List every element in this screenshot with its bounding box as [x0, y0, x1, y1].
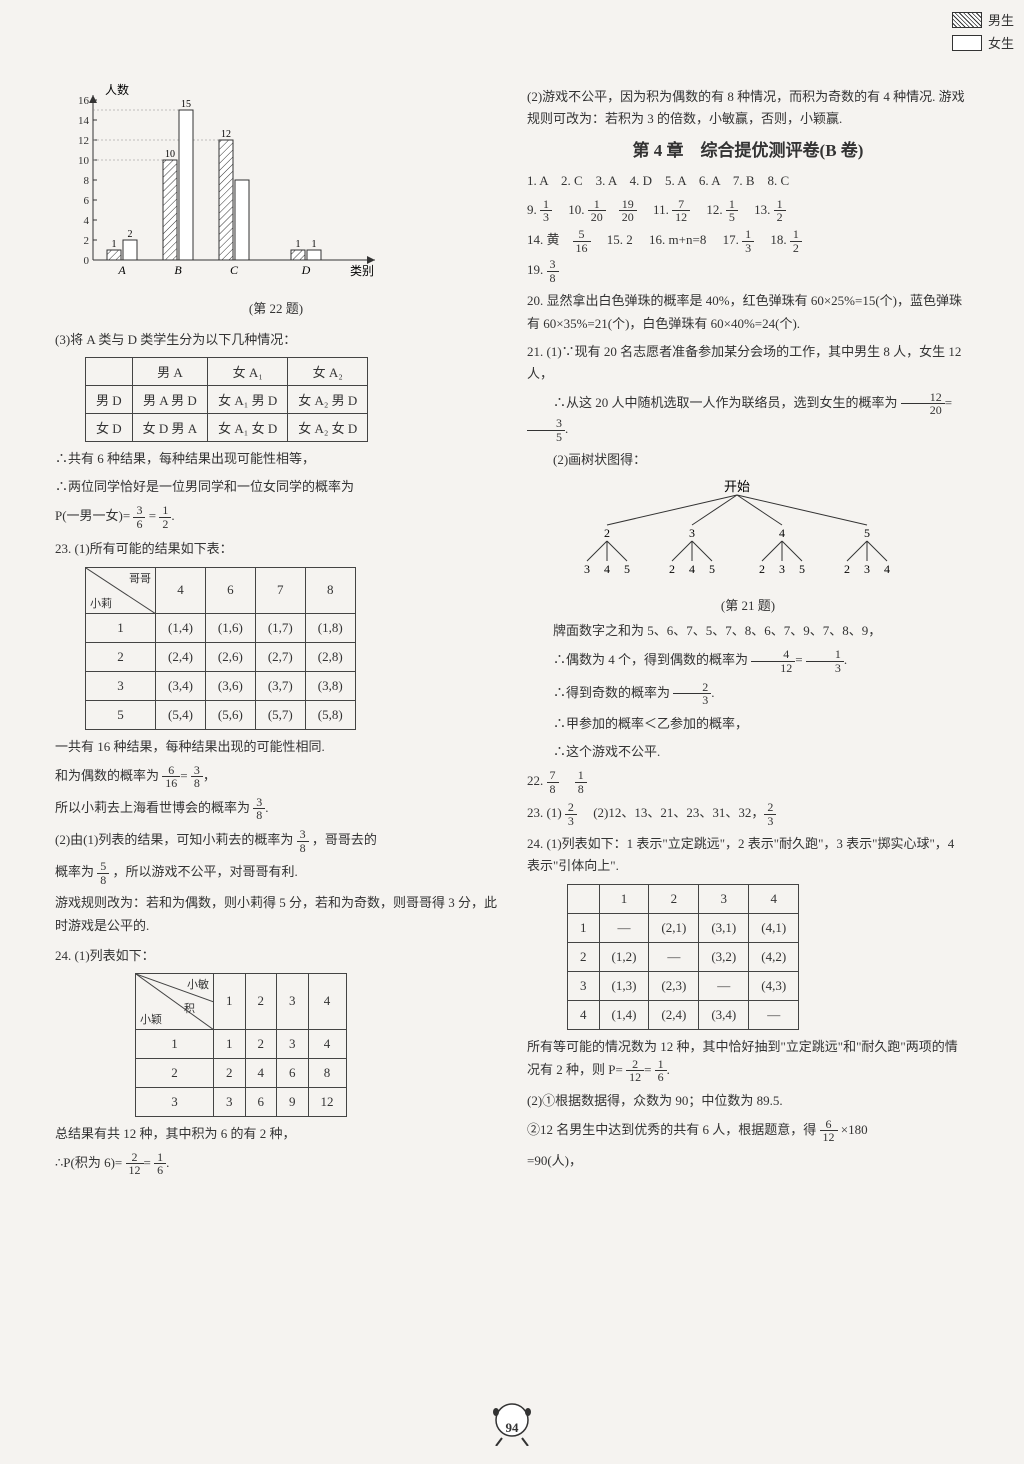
svg-text:1: 1: [296, 239, 301, 250]
q23-label: 23. (1)所有可能的结果如下表：: [55, 538, 497, 560]
legend-female: 女生: [988, 33, 1014, 52]
q22-part3: (3)将 A 类与 D 类学生分为以下几种情况：: [55, 329, 497, 351]
legend-male: 男生: [988, 10, 1014, 29]
svg-text:1: 1: [112, 239, 117, 250]
q21-6: ∴得到奇数的概率为 23.: [527, 681, 969, 707]
fill-row-3: 19. 38: [527, 258, 969, 284]
q24R-intro: 24. (1)列表如下：1 表示"立定跳远"，2 表示"耐久跑"，3 表示"掷实…: [527, 833, 969, 877]
svg-text:0: 0: [84, 255, 90, 267]
q24L-line-b: ∴P(积为 6)= 212= 16.: [55, 1151, 497, 1177]
svg-text:5: 5: [799, 562, 805, 576]
q21-5: ∴偶数为 4 个，得到偶数的概率为 412= 13.: [527, 648, 969, 674]
svg-text:16: 16: [78, 95, 90, 107]
svg-text:6: 6: [84, 195, 90, 207]
q21-2: ∴从这 20 人中随机选取一人作为联络员，选到女生的概率为 1220= 35.: [527, 391, 969, 443]
chart-svg: 0 2 4 6 8 10 12 14 16: [55, 80, 415, 290]
q22-line-b: ∴两位同学恰好是一位男同学和一位女同学的概率为: [55, 476, 497, 498]
svg-text:5: 5: [864, 526, 870, 540]
q20: 20. 显然拿出白色弹珠的概率是 40%，红色弹珠有 60×25%=15(个)，…: [527, 290, 969, 334]
q24R-table: 1234 1—(2,1)(3,1)(4,1) 2(1,2)—(3,2)(4,2)…: [567, 884, 799, 1030]
svg-text:开始: 开始: [724, 479, 750, 494]
svg-text:12: 12: [78, 135, 89, 147]
svg-text:D: D: [301, 263, 311, 277]
svg-text:C: C: [230, 263, 239, 277]
svg-text:A: A: [117, 263, 126, 277]
q22-line-a: ∴共有 6 种结果，每种结果出现可能性相等，: [55, 448, 497, 470]
q24R-a: 所有等可能的情况数为 12 种，其中恰好抽到"立定跳远"和"耐久跑"两项的情况有…: [527, 1036, 969, 1084]
svg-text:4: 4: [604, 562, 610, 576]
svg-text:B: B: [174, 263, 182, 277]
svg-text:10: 10: [78, 155, 90, 167]
svg-text:15: 15: [181, 99, 191, 110]
svg-text:4: 4: [689, 562, 695, 576]
svg-text:5: 5: [624, 562, 630, 576]
svg-text:2: 2: [669, 562, 675, 576]
q24L-label: 24. (1)列表如下：: [55, 945, 497, 967]
svg-text:4: 4: [884, 562, 890, 576]
svg-text:2: 2: [128, 229, 133, 240]
svg-text:2: 2: [84, 235, 90, 247]
q24R-b: (2)①根据数据得，众数为 90；中位数为 89.5.: [527, 1090, 969, 1112]
svg-text:类别: 类别: [350, 264, 374, 278]
chart-caption: (第 22 题): [55, 298, 497, 317]
q21-4: 牌面数字之和为 5、6、7、5、7、8、6、7、9、7、8、9，: [527, 620, 969, 642]
q23-line-c: 所以小莉去上海看世博会的概率为 38.: [55, 796, 497, 822]
q24R-c: ②12 名男生中达到优秀的共有 6 人，根据题意，得 612 ×180: [527, 1118, 969, 1144]
q22-prob: P(一男一女)= 36 = 12.: [55, 504, 497, 530]
svg-text:14: 14: [78, 115, 90, 127]
svg-text:5: 5: [709, 562, 715, 576]
svg-text:人数: 人数: [105, 82, 129, 97]
svg-text:4: 4: [779, 526, 785, 540]
q24L-table: 小敏 积 小颖 1234 11234 22468 336912: [135, 973, 347, 1117]
bar-chart: 0 2 4 6 8 10 12 14 16: [55, 80, 497, 317]
q23-line-a: 一共有 16 种结果，每种结果出现的可能性相同.: [55, 736, 497, 758]
chapter-title: 第 4 章 综合提优测评卷(B 卷): [527, 136, 969, 161]
mc-answers: 1. A 2. C 3. A 4. D 5. A 6. A 7. B 8. C: [527, 169, 969, 194]
svg-text:3: 3: [584, 562, 590, 576]
svg-text:2: 2: [759, 562, 765, 576]
tree-caption: (第 21 题): [527, 595, 969, 614]
q22R: 22. 78 18: [527, 769, 969, 795]
q23R: 23. (1) 23 (2)12、13、21、23、31、32，23: [527, 801, 969, 827]
svg-text:3: 3: [689, 526, 695, 540]
q21-3: (2)画树状图得：: [527, 449, 969, 471]
svg-text:2: 2: [844, 562, 850, 576]
q24L-line-a: 总结果有共 12 种，其中积为 6 的有 2 种，: [55, 1123, 497, 1145]
right-intro: (2)游戏不公平，因为积为偶数的有 8 种情况，而积为奇数的有 4 种情况. 游…: [527, 86, 969, 130]
svg-text:3: 3: [779, 562, 785, 576]
right-column: (2)游戏不公平，因为积为偶数的有 8 种情况，而积为奇数的有 4 种情况. 游…: [527, 80, 969, 1183]
fill-row-1: 9. 13 10. 120 1920 11. 712 12. 15 13. 12: [527, 198, 969, 224]
q21-7: ∴甲参加的概率＜乙参加的概率，: [527, 713, 969, 735]
svg-text:2: 2: [604, 526, 610, 540]
chart-legend: 男生 女生: [952, 10, 1014, 56]
q23-line-e: 概率为 58 ，所以游戏不公平，对哥哥有利.: [55, 860, 497, 886]
q24R-d: =90(人)，: [527, 1150, 969, 1172]
fill-row-2: 14. 黄 516 15. 2 16. m+n=8 17. 13 18. 12: [527, 228, 969, 254]
q21-1: 21. (1)∵现有 20 名志愿者准备参加某分会场的工作，其中男生 8 人，女…: [527, 341, 969, 385]
svg-text:8: 8: [84, 175, 90, 187]
q21-8: ∴这个游戏不公平.: [527, 741, 969, 763]
q22-table: 男 A 女 A₁ 女 A₂ 男 D男 A 男 D女 A₁ 男 D女 A₂ 男 D…: [85, 357, 368, 442]
q23-line-f: 游戏规则改为：若和为偶数，则小莉得 5 分，若和为奇数，则哥哥得 3 分，此时游…: [55, 892, 497, 936]
tree-diagram: 开始 2345 345 245 235 234: [527, 477, 947, 587]
svg-text:3: 3: [864, 562, 870, 576]
page-number: 94: [506, 1420, 519, 1436]
q23-table: 哥哥 小莉 4678 1(1,4)(1,6)(1,7)(1,8) 2(2,4)(…: [85, 567, 356, 730]
svg-text:1: 1: [312, 239, 317, 250]
q23-line-b: 和为偶数的概率为 616= 38，: [55, 764, 497, 790]
q23-line-d: (2)由(1)列表的结果，可知小莉去的概率为 38 ，哥哥去的: [55, 828, 497, 854]
svg-text:12: 12: [221, 129, 231, 140]
svg-text:4: 4: [84, 215, 90, 227]
svg-text:10: 10: [165, 149, 175, 160]
left-column: 0 2 4 6 8 10 12 14 16: [55, 80, 497, 1183]
